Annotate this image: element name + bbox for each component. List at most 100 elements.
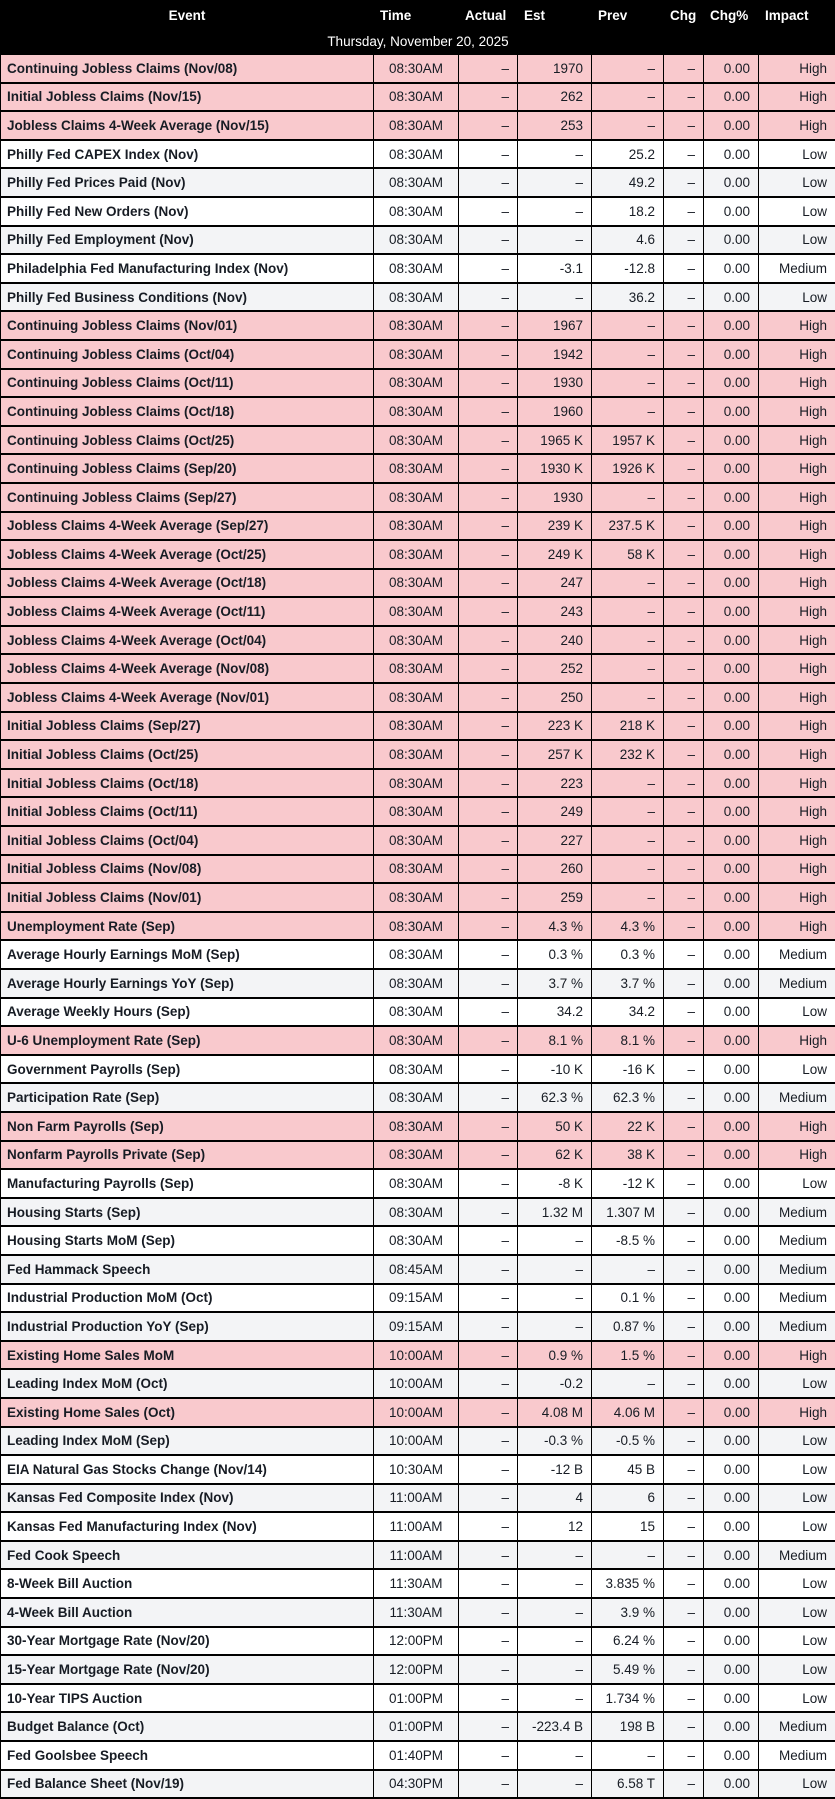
event-row[interactable]: Philadelphia Fed Manufacturing Index (No… <box>1 254 835 283</box>
event-row[interactable]: Nonfarm Payrolls Private (Sep)08:30AM–62… <box>1 1141 835 1170</box>
actual-cell: – <box>459 1255 518 1284</box>
event-row[interactable]: Initial Jobless Claims (Nov/08)08:30AM–2… <box>1 855 835 884</box>
event-cell: Continuing Jobless Claims (Nov/01) <box>1 311 374 340</box>
event-cell: Kansas Fed Manufacturing Index (Nov) <box>1 1512 374 1541</box>
chgpct-cell: 0.00 <box>704 797 759 826</box>
time-cell: 08:30AM <box>374 1112 459 1141</box>
event-row[interactable]: Initial Jobless Claims (Oct/25)08:30AM–2… <box>1 740 835 769</box>
event-row[interactable]: Industrial Production YoY (Sep)09:15AM––… <box>1 1312 835 1341</box>
event-row[interactable]: Initial Jobless Claims (Sep/27)08:30AM–2… <box>1 712 835 741</box>
prev-cell: – <box>592 654 664 683</box>
actual-cell: – <box>459 1455 518 1484</box>
prev-cell: 218 K <box>592 712 664 741</box>
event-row[interactable]: Philly Fed New Orders (Nov)08:30AM––18.2… <box>1 197 835 226</box>
prev-cell: – <box>592 311 664 340</box>
event-row[interactable]: Fed Balance Sheet (Nov/19)04:30PM––6.58 … <box>1 1770 835 1799</box>
prev-cell: 198 B <box>592 1712 664 1741</box>
event-row[interactable]: Jobless Claims 4-Week Average (Oct/25)08… <box>1 540 835 569</box>
event-row[interactable]: Continuing Jobless Claims (Oct/11)08:30A… <box>1 369 835 398</box>
event-row[interactable]: 30-Year Mortgage Rate (Nov/20)12:00PM––6… <box>1 1627 835 1656</box>
chg-cell: – <box>664 54 704 83</box>
event-row[interactable]: Average Hourly Earnings YoY (Sep)08:30AM… <box>1 969 835 998</box>
event-row[interactable]: Philly Fed Employment (Nov)08:30AM––4.6–… <box>1 226 835 255</box>
actual-cell: – <box>459 1369 518 1398</box>
event-row[interactable]: Jobless Claims 4-Week Average (Nov/08)08… <box>1 654 835 683</box>
event-row[interactable]: Participation Rate (Sep)08:30AM–62.3 %62… <box>1 1083 835 1112</box>
chgpct-cell: 0.00 <box>704 1255 759 1284</box>
event-row[interactable]: Jobless Claims 4-Week Average (Nov/01)08… <box>1 683 835 712</box>
actual-cell: – <box>459 626 518 655</box>
event-row[interactable]: Manufacturing Payrolls (Sep)08:30AM–-8 K… <box>1 1169 835 1198</box>
actual-cell: – <box>459 940 518 969</box>
event-row[interactable]: Continuing Jobless Claims (Nov/08)08:30A… <box>1 54 835 83</box>
event-row[interactable]: Leading Index MoM (Sep)10:00AM–-0.3 %-0.… <box>1 1427 835 1456</box>
event-row[interactable]: U-6 Unemployment Rate (Sep)08:30AM–8.1 %… <box>1 1026 835 1055</box>
event-row[interactable]: Initial Jobless Claims (Nov/01)08:30AM–2… <box>1 883 835 912</box>
event-row[interactable]: Average Hourly Earnings MoM (Sep)08:30AM… <box>1 940 835 969</box>
event-cell: EIA Natural Gas Stocks Change (Nov/14) <box>1 1455 374 1484</box>
event-row[interactable]: Industrial Production MoM (Oct)09:15AM––… <box>1 1284 835 1313</box>
actual-cell: – <box>459 1427 518 1456</box>
event-row[interactable]: Initial Jobless Claims (Oct/18)08:30AM–2… <box>1 769 835 798</box>
chg-cell: – <box>664 940 704 969</box>
chgpct-cell: 0.00 <box>704 540 759 569</box>
event-row[interactable]: Government Payrolls (Sep)08:30AM–-10 K-1… <box>1 1055 835 1084</box>
event-row[interactable]: Unemployment Rate (Sep)08:30AM–4.3 %4.3 … <box>1 912 835 941</box>
event-row[interactable]: Philly Fed CAPEX Index (Nov)08:30AM––25.… <box>1 140 835 169</box>
impact-cell: Low <box>759 1512 835 1541</box>
event-row[interactable]: Continuing Jobless Claims (Oct/04)08:30A… <box>1 340 835 369</box>
col-header-impact: Impact <box>759 1 835 29</box>
chgpct-cell: 0.00 <box>704 1169 759 1198</box>
chgpct-cell: 0.00 <box>704 597 759 626</box>
event-row[interactable]: Jobless Claims 4-Week Average (Oct/18)08… <box>1 569 835 598</box>
event-cell: Fed Cook Speech <box>1 1541 374 1570</box>
chg-cell: – <box>664 683 704 712</box>
impact-cell: High <box>759 397 835 426</box>
event-row[interactable]: Kansas Fed Manufacturing Index (Nov)11:0… <box>1 1512 835 1541</box>
event-row[interactable]: Initial Jobless Claims (Nov/15)08:30AM–2… <box>1 83 835 112</box>
prev-cell: – <box>592 855 664 884</box>
event-row[interactable]: Continuing Jobless Claims (Sep/27)08:30A… <box>1 483 835 512</box>
event-row[interactable]: EIA Natural Gas Stocks Change (Nov/14)10… <box>1 1455 835 1484</box>
event-row[interactable]: Continuing Jobless Claims (Nov/01)08:30A… <box>1 311 835 340</box>
event-row[interactable]: Jobless Claims 4-Week Average (Oct/11)08… <box>1 597 835 626</box>
event-row[interactable]: 15-Year Mortgage Rate (Nov/20)12:00PM––5… <box>1 1655 835 1684</box>
event-row[interactable]: Initial Jobless Claims (Oct/11)08:30AM–2… <box>1 797 835 826</box>
impact-cell: Medium <box>759 1255 835 1284</box>
prev-cell: – <box>592 1369 664 1398</box>
event-row[interactable]: Kansas Fed Composite Index (Nov)11:00AM–… <box>1 1484 835 1513</box>
actual-cell: – <box>459 168 518 197</box>
chg-cell: – <box>664 483 704 512</box>
event-row[interactable]: Continuing Jobless Claims (Sep/20)08:30A… <box>1 454 835 483</box>
event-row[interactable]: Continuing Jobless Claims (Oct/25)08:30A… <box>1 426 835 455</box>
prev-cell: 3.9 % <box>592 1598 664 1627</box>
actual-cell: – <box>459 311 518 340</box>
event-row[interactable]: Housing Starts MoM (Sep)08:30AM––-8.5 %–… <box>1 1226 835 1255</box>
event-row[interactable]: Philly Fed Business Conditions (Nov)08:3… <box>1 283 835 312</box>
event-row[interactable]: Jobless Claims 4-Week Average (Oct/04)08… <box>1 626 835 655</box>
event-row[interactable]: Jobless Claims 4-Week Average (Nov/15)08… <box>1 111 835 140</box>
actual-cell: – <box>459 1198 518 1227</box>
chg-cell: – <box>664 1198 704 1227</box>
prev-cell: – <box>592 797 664 826</box>
event-row[interactable]: Leading Index MoM (Oct)10:00AM–-0.2––0.0… <box>1 1369 835 1398</box>
event-row[interactable]: Continuing Jobless Claims (Oct/18)08:30A… <box>1 397 835 426</box>
actual-cell: – <box>459 283 518 312</box>
event-row[interactable]: Initial Jobless Claims (Oct/04)08:30AM–2… <box>1 826 835 855</box>
event-row[interactable]: Philly Fed Prices Paid (Nov)08:30AM––49.… <box>1 168 835 197</box>
impact-cell: Low <box>759 1770 835 1799</box>
prev-cell: – <box>592 883 664 912</box>
event-row[interactable]: Jobless Claims 4-Week Average (Sep/27)08… <box>1 512 835 541</box>
